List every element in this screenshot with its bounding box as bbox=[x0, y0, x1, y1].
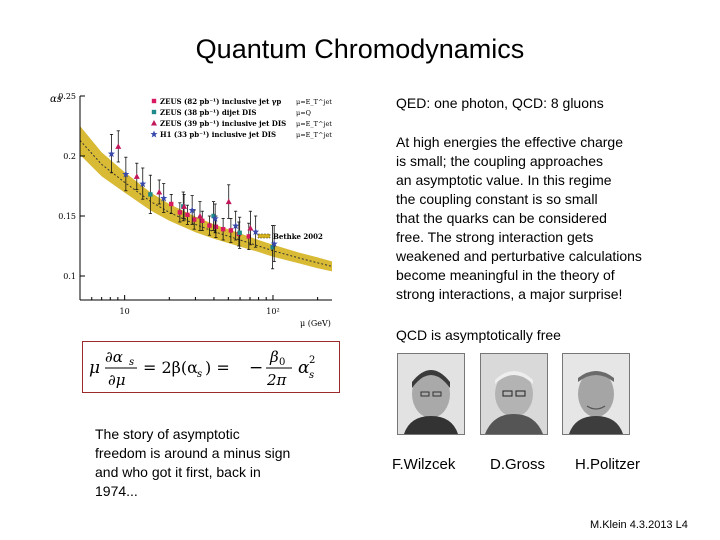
story-line: freedom is around a minus sign bbox=[95, 445, 291, 461]
formula-middle-sub: s bbox=[197, 369, 202, 380]
bethke-uncertainty-band bbox=[80, 126, 332, 272]
formula-lhs-numerator: ∂α bbox=[105, 348, 123, 366]
data-point bbox=[247, 225, 254, 231]
paragraph-line: the coupling constant is so small bbox=[396, 191, 598, 207]
legend-entry-label: ZEUS (82 pb⁻¹) inclusive jet γp bbox=[160, 97, 281, 106]
formula-alpha-sup: 2 bbox=[309, 355, 315, 366]
data-point bbox=[188, 206, 196, 214]
story-line: 1974... bbox=[95, 483, 138, 499]
bethke-legend-label: Bethke 2002 bbox=[273, 232, 323, 241]
data-point bbox=[181, 203, 188, 209]
legend-marker bbox=[151, 120, 157, 126]
legend-marker bbox=[150, 130, 158, 138]
paragraph-line: is small; the coupling approaches bbox=[396, 153, 604, 169]
data-point bbox=[246, 234, 251, 239]
paragraph-line: free. The strong interaction gets bbox=[396, 229, 594, 245]
formula-alpha: α bbox=[298, 358, 310, 378]
asymptotic-freedom-line: QCD is asymptotically free bbox=[396, 327, 561, 343]
paragraph-line: At high energies the effective charge bbox=[396, 134, 624, 150]
legend-entry-scale: μ=Q bbox=[296, 109, 311, 117]
legend-entry-scale: μ=E_T^jet bbox=[296, 98, 332, 106]
data-point bbox=[107, 150, 115, 158]
story-text: The story of asymptotic freedom is aroun… bbox=[95, 425, 335, 501]
data-point bbox=[220, 227, 226, 232]
data-point bbox=[211, 214, 219, 222]
data-point bbox=[200, 218, 205, 223]
data-point bbox=[196, 213, 203, 219]
beta-function-formula: μ ∂α s ∂μ = 2β(α s ) = − β 0 2π α 2 s bbox=[89, 348, 315, 389]
formula-lhs-numerator-sub: s bbox=[129, 357, 134, 368]
formula-beta-sub: 0 bbox=[279, 357, 285, 368]
name-wilczek: F.Wilzcek bbox=[392, 456, 456, 473]
y-tick-label: 0.15 bbox=[58, 212, 76, 221]
formula-pi-denominator: 2π bbox=[266, 371, 288, 389]
data-point bbox=[192, 217, 197, 222]
data-point bbox=[115, 143, 122, 149]
data-point bbox=[156, 189, 163, 195]
data-point bbox=[185, 212, 190, 217]
legend-marker bbox=[151, 109, 157, 115]
paragraph-line: strong interactions, a major surprise! bbox=[396, 286, 623, 302]
data-point bbox=[213, 224, 219, 229]
data-point bbox=[139, 180, 147, 188]
alpha-s-running-plot: 0.25 0.2 0.15 0.1 10 10² ZEUS (82 pb⁻¹) inclu… bbox=[50, 92, 333, 328]
formula-beta: β bbox=[269, 348, 279, 366]
data-point bbox=[270, 245, 275, 250]
x-axis-label: μ (GeV) bbox=[300, 319, 331, 328]
data-point bbox=[169, 201, 174, 207]
data-point bbox=[148, 192, 153, 197]
legend-entry-label: ZEUS (38 pb⁻¹) dijet DIS bbox=[160, 108, 256, 117]
y-tick-label: 0.2 bbox=[63, 152, 76, 161]
legend-entry-label: H1 (33 pb⁻¹) inclusive jet DIS bbox=[160, 130, 276, 139]
paragraph-line: that the quarks can be considered bbox=[396, 210, 607, 226]
data-point bbox=[232, 222, 240, 230]
formula-alpha-sub: s bbox=[309, 370, 314, 381]
data-point bbox=[270, 240, 278, 248]
paragraph-line: weakened and perturbative calculations bbox=[396, 248, 642, 264]
data-point bbox=[122, 170, 130, 178]
paragraph-line: become meaningful in the theory of bbox=[396, 267, 615, 283]
x-tick-label: 10 bbox=[120, 307, 130, 316]
data-point bbox=[211, 213, 216, 219]
data-point bbox=[133, 173, 140, 179]
bethke-legend-swatch bbox=[257, 233, 271, 239]
formula-mu: μ bbox=[89, 358, 100, 378]
name-gross: D.Gross bbox=[490, 456, 546, 473]
legend-entry-scale: μ=E_T^jet bbox=[296, 120, 332, 128]
data-point bbox=[207, 223, 212, 228]
x-tick-label: 10² bbox=[266, 307, 279, 316]
portrait-wilczek bbox=[397, 353, 465, 435]
data-point bbox=[237, 230, 242, 235]
formula-lhs-denominator: ∂μ bbox=[108, 371, 126, 389]
bethke-central-line bbox=[79, 140, 333, 267]
y-tick-label: 0.1 bbox=[63, 272, 76, 281]
data-point bbox=[177, 210, 183, 215]
portrait-gross bbox=[480, 353, 548, 435]
formula-middle-close: ) = bbox=[205, 358, 230, 377]
beta-function-formula-box: μ ∂α s ∂μ = 2β(α s ) = − β 0 2π α 2 s bbox=[82, 341, 340, 393]
slide-footer: M.Klein 4.3.2013 L4 bbox=[590, 519, 688, 531]
slide-title: Quantum Chromodynamics bbox=[195, 34, 525, 64]
y-axis-label: αs bbox=[50, 94, 62, 105]
formula-minus: − bbox=[249, 358, 263, 378]
name-politzer: H.Politzer bbox=[575, 456, 641, 473]
portrait-politzer bbox=[562, 353, 630, 435]
data-point bbox=[160, 194, 168, 202]
qed-qcd-line: QED: one photon, QCD: 8 gluons bbox=[396, 95, 604, 111]
data-point bbox=[228, 228, 234, 233]
legend-entry-label: ZEUS (39 pb⁻¹) inclusive jet DIS bbox=[160, 119, 286, 128]
formula-middle: = 2β(α bbox=[143, 358, 198, 377]
asymptotic-paragraph: At high energies the effective charge is… bbox=[396, 133, 696, 304]
y-tick-label: 0.25 bbox=[58, 92, 76, 101]
data-point bbox=[225, 198, 232, 205]
story-line: and who got it first, back in bbox=[95, 464, 261, 480]
story-line: The story of asymptotic bbox=[95, 426, 240, 442]
paragraph-line: an asymptotic value. In this regime bbox=[396, 172, 612, 188]
legend-entry-scale: μ=E_T^jet bbox=[296, 131, 332, 139]
legend-marker bbox=[151, 98, 157, 104]
data-point bbox=[252, 228, 260, 236]
